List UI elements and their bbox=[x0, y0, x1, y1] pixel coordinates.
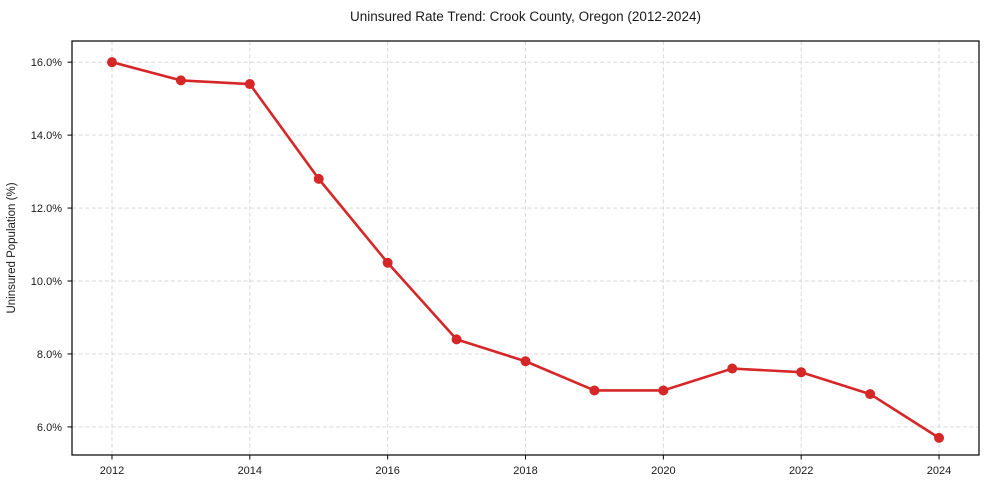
data-point bbox=[313, 173, 324, 184]
data-point bbox=[658, 385, 669, 396]
data-point bbox=[451, 334, 462, 345]
x-tick-label: 2012 bbox=[100, 465, 124, 477]
y-tick-label: 8.0% bbox=[37, 349, 62, 361]
x-tick-label: 2016 bbox=[375, 465, 399, 477]
chart-title: Uninsured Rate Trend: Crook County, Oreg… bbox=[350, 9, 701, 24]
data-point bbox=[727, 363, 738, 374]
gridlines bbox=[72, 41, 979, 455]
y-axis-label: Uninsured Population (%) bbox=[6, 182, 18, 313]
data-point bbox=[796, 367, 807, 378]
y-tick-label: 10.0% bbox=[31, 276, 62, 288]
data-point bbox=[865, 389, 876, 400]
data-point bbox=[106, 57, 117, 68]
data-point bbox=[934, 432, 945, 443]
data-point bbox=[175, 75, 186, 86]
data-point bbox=[244, 79, 255, 90]
y-tick-label: 12.0% bbox=[31, 203, 62, 215]
x-tick-label: 2018 bbox=[513, 465, 537, 477]
data-point bbox=[520, 356, 531, 367]
x-tick-label: 2020 bbox=[651, 465, 675, 477]
tick-labels: 2012 2014 2016 2018 2020 2022 2024 6.0% 8.0% 10.0… bbox=[31, 57, 951, 477]
data-series bbox=[106, 57, 945, 443]
x-tick-label: 2014 bbox=[238, 465, 262, 477]
axes-frame bbox=[67, 40, 980, 460]
y-tick-label: 14.0% bbox=[31, 130, 62, 142]
x-tick-label: 2024 bbox=[927, 465, 951, 477]
x-tick-label: 2022 bbox=[789, 465, 813, 477]
data-point bbox=[589, 385, 600, 396]
y-tick-label: 16.0% bbox=[31, 57, 62, 69]
y-tick-label: 6.0% bbox=[37, 422, 62, 434]
data-point bbox=[382, 257, 393, 268]
